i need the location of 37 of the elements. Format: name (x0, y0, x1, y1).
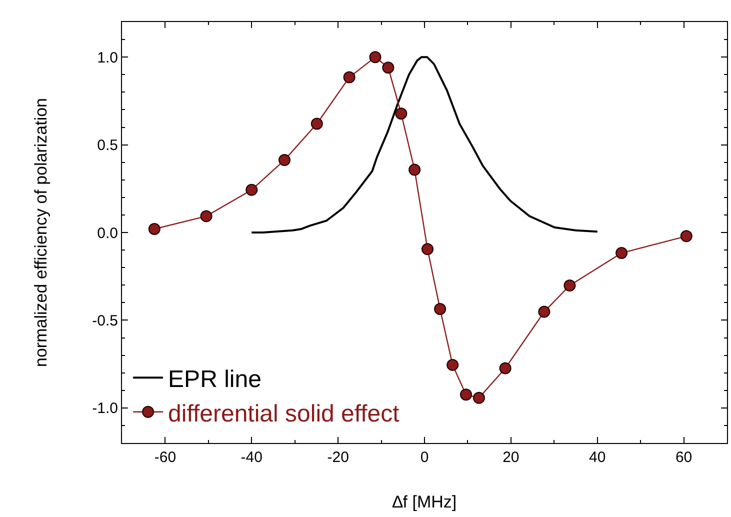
point (564, 279, 576, 292)
point (538, 306, 550, 318)
x-tick-label: -40 (240, 449, 262, 466)
point (278, 154, 290, 166)
x-tick-label: 20 (502, 449, 520, 466)
point (246, 184, 258, 196)
point (395, 108, 408, 120)
point (680, 230, 692, 242)
point (446, 358, 459, 371)
point (408, 164, 421, 176)
point (472, 392, 485, 404)
point (148, 222, 160, 235)
x-tick-label: -60 (154, 449, 176, 466)
point (343, 71, 356, 84)
y-tick-label: 0.5 (97, 137, 118, 154)
legend-label: EPR line (168, 366, 262, 394)
y-axis-title: normalized efficiency of polarization (32, 98, 51, 367)
x-axis-title: ∆f [MHz] (392, 492, 457, 512)
x-tick-label: 0 (420, 449, 429, 466)
point (310, 118, 323, 130)
y-tick-label: 0.0 (97, 224, 118, 242)
y-tick-label: 1.0 (97, 49, 118, 66)
y-tick-label: -1.0 (92, 400, 118, 418)
point (200, 210, 212, 222)
point (382, 62, 394, 74)
x-tick-label: 40 (589, 449, 606, 466)
x-tick-label: 60 (675, 449, 692, 466)
point (460, 388, 472, 401)
point (616, 247, 628, 260)
point (369, 51, 382, 64)
point (422, 243, 434, 256)
x-tick-label: -20 (327, 449, 349, 466)
y-tick-label: -0.5 (92, 312, 118, 330)
point (499, 362, 512, 374)
line-series (250, 56, 598, 234)
legend-label: differential solid effect (168, 400, 400, 428)
point (434, 302, 446, 315)
